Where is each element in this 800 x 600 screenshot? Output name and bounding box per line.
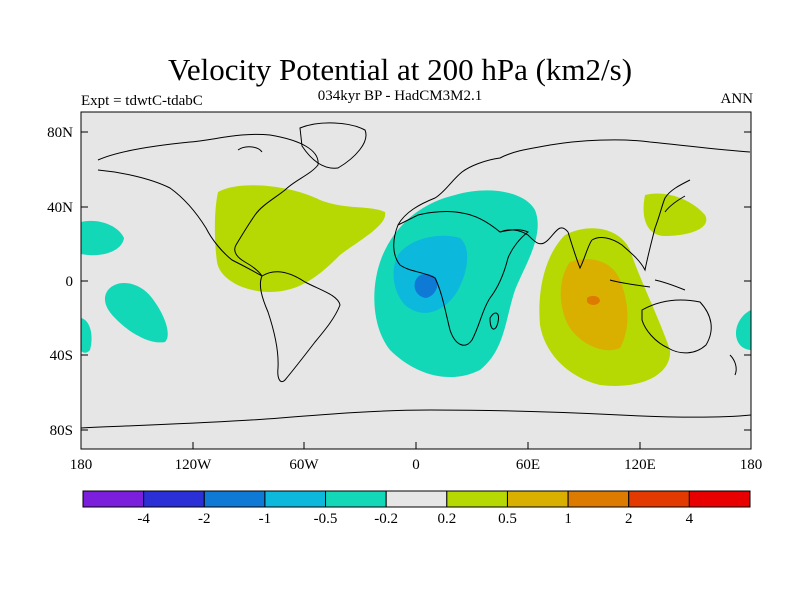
lon-label-60e: 60E	[516, 457, 540, 473]
colorbar-labels: -4 -2 -1 -0.5 -0.2 0.2 0.5 1 2 4	[137, 511, 693, 527]
colorbar-label: -4	[137, 511, 150, 527]
lat-label-80s: 80S	[50, 423, 73, 439]
colorbar	[82, 490, 751, 508]
colorbar-label: 1	[564, 511, 572, 527]
positive-anomaly-pacific	[643, 193, 707, 236]
colorbar-label: -2	[198, 511, 211, 527]
lat-label-40n: 40N	[47, 200, 73, 216]
lon-label-180e: 180	[740, 457, 763, 473]
colorbar-box	[688, 490, 751, 508]
lon-label-0: 0	[412, 457, 420, 473]
negative-anomaly-edge-west	[81, 318, 92, 353]
colorbar-box	[385, 490, 448, 508]
colorbar-label: -0.2	[374, 511, 398, 527]
colorbar-label: 0.2	[437, 511, 456, 527]
contour-fields	[81, 185, 751, 386]
lat-label-0: 0	[66, 274, 74, 290]
negative-anomaly-east-pacific	[104, 283, 168, 343]
axis-ticks	[81, 131, 751, 449]
colorbar-box	[203, 490, 266, 508]
season-label: ANN	[720, 91, 754, 107]
lat-label-80n: 80N	[47, 125, 73, 141]
colorbar-box	[264, 490, 327, 508]
chart-subtitle: 034kyr BP - HadCM3M2.1	[317, 88, 483, 104]
lon-label-60w: 60W	[289, 457, 319, 473]
colorbar-box	[143, 490, 205, 508]
lon-label-180w: 180	[70, 457, 93, 473]
negative-anomaly-west-pacific	[81, 220, 124, 256]
colorbar-box	[567, 490, 630, 508]
lon-label-120e: 120E	[624, 457, 656, 473]
colorbar-label: 2	[625, 511, 633, 527]
lat-label-40s: 40S	[50, 348, 73, 364]
colorbar-box	[82, 490, 145, 508]
coastlines	[80, 122, 752, 429]
colorbar-label: -1	[259, 511, 272, 527]
map-panel	[80, 111, 752, 450]
experiment-label: Expt = tdwtC-tdabC	[81, 93, 203, 109]
positive-anomaly-indian-ocean-center	[587, 295, 600, 305]
negative-anomaly-africa-core	[393, 235, 468, 313]
chart-title: Velocity Potential at 200 hPa (km2/s)	[167, 52, 633, 87]
colorbar-box	[325, 490, 387, 508]
lon-label-120w: 120W	[175, 457, 213, 473]
colorbar-label: -0.5	[314, 511, 338, 527]
negative-anomaly-africa-center	[414, 273, 438, 298]
colorbar-box	[506, 490, 569, 508]
negative-anomaly-edge-east	[735, 310, 751, 350]
colorbar-box	[446, 490, 508, 508]
colorbar-label: 0.5	[498, 511, 517, 527]
colorbar-box	[628, 490, 690, 508]
colorbar-label: 4	[686, 511, 694, 527]
